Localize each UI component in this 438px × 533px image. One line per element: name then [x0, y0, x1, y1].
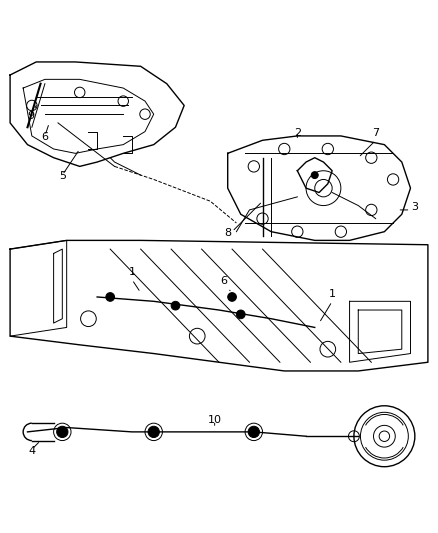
Text: 9: 9 [28, 106, 36, 120]
Text: 6: 6 [220, 276, 227, 286]
Text: 10: 10 [208, 415, 222, 425]
Circle shape [248, 426, 259, 438]
Circle shape [311, 172, 318, 179]
Text: 7: 7 [372, 128, 379, 138]
Circle shape [171, 301, 180, 310]
Circle shape [237, 310, 245, 319]
Text: 8: 8 [224, 228, 231, 238]
Text: 3: 3 [411, 202, 418, 212]
Text: 6: 6 [42, 132, 49, 142]
Circle shape [148, 426, 159, 438]
Text: 2: 2 [294, 128, 301, 138]
Text: 1: 1 [128, 267, 135, 277]
Circle shape [228, 293, 237, 301]
Text: 1: 1 [328, 289, 336, 299]
Text: 4: 4 [28, 446, 35, 456]
Circle shape [57, 426, 68, 438]
Circle shape [106, 293, 115, 301]
Text: 5: 5 [59, 172, 66, 181]
